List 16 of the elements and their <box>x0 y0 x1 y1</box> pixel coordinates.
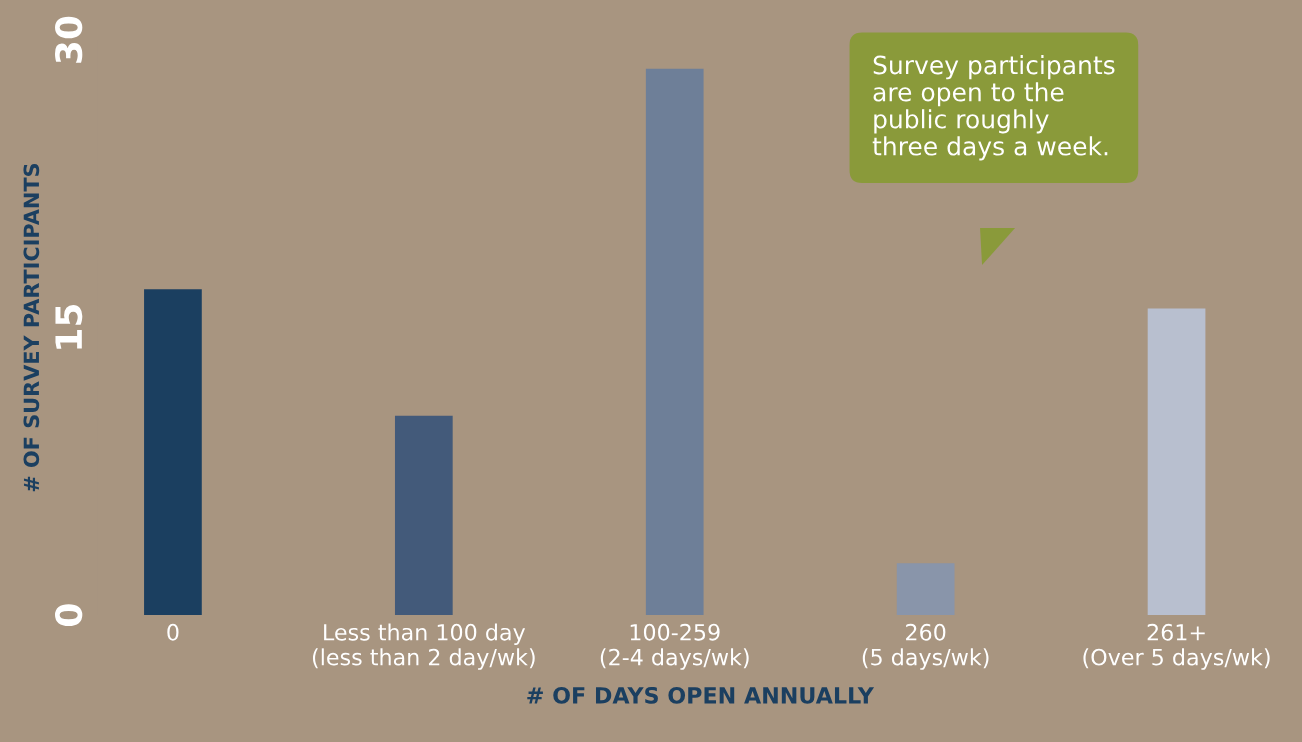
x-tick-label: 260 (5 days/wk) <box>862 623 989 670</box>
x-tick-label: 261+ (Over 5 days/wk) <box>1083 623 1270 670</box>
y-tick-label: 30 <box>55 16 83 63</box>
x-tick-label: Less than 100 day (less than 2 day/wk) <box>312 623 535 670</box>
bar <box>645 68 704 616</box>
y-axis-title: # OF SURVEY PARTICIPANTS <box>23 163 40 492</box>
bar <box>1147 308 1206 616</box>
y-tick-label: 0 <box>55 604 83 626</box>
x-axis-title: # OF DAYS OPEN ANNUALLY <box>527 686 875 704</box>
bar <box>896 563 955 616</box>
bar <box>394 415 453 616</box>
x-tick-label: 100-259 (2-4 days/wk) <box>600 623 749 670</box>
x-tick-label: 0 <box>167 623 179 641</box>
bar <box>144 289 202 616</box>
annotation: Survey participants are open to the public roughly three days a week. <box>872 55 1115 161</box>
y-tick-label: 15 <box>55 304 83 349</box>
